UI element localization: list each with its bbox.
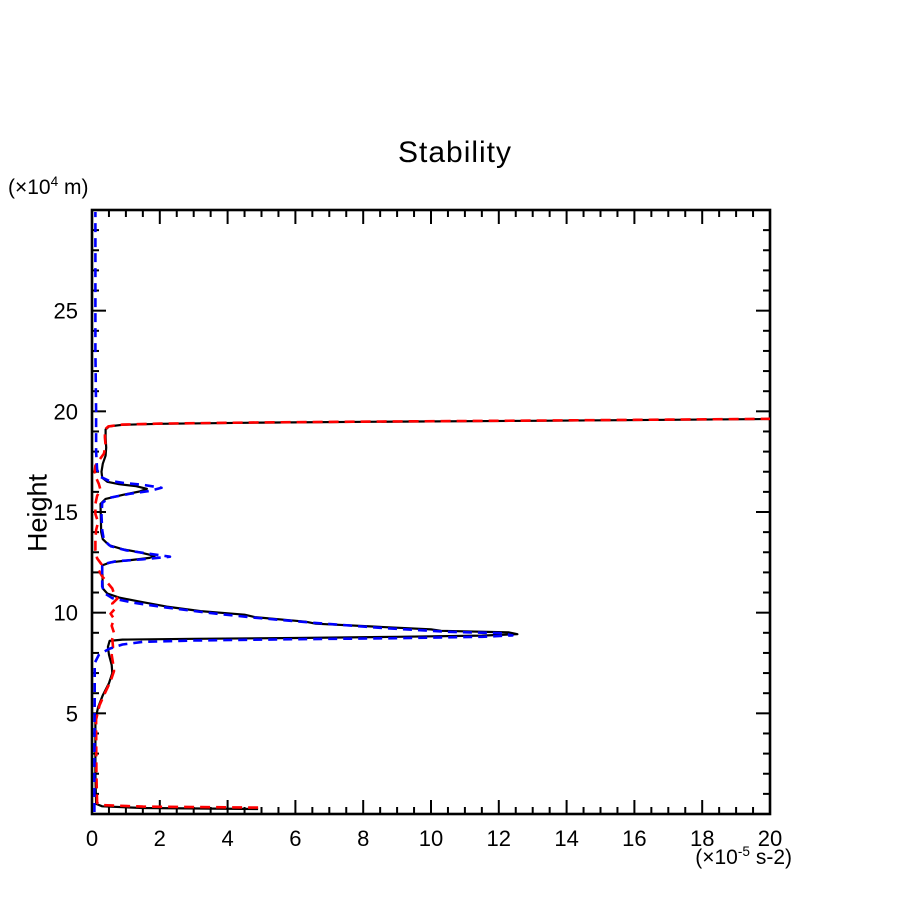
black-solid-profile-curve bbox=[94, 417, 771, 811]
x-tick-label: 10 bbox=[419, 826, 443, 851]
x-tick-label: 2 bbox=[154, 826, 166, 851]
x-tick-label: 20 bbox=[758, 826, 782, 851]
red-dashed-profile-curve bbox=[93, 417, 771, 809]
x-tick-label: 16 bbox=[622, 826, 646, 851]
plot-box bbox=[90, 208, 772, 816]
y-unit-exponent: 4 bbox=[50, 174, 59, 189]
blue-dashed-profile-curve bbox=[93, 212, 514, 812]
x-tick-label: 6 bbox=[289, 826, 301, 851]
y-axis-unit-label: (×104 m) bbox=[8, 174, 89, 200]
x-tick-label: 0 bbox=[86, 826, 98, 851]
x-axis-unit-label: (×10-5 s-2) bbox=[695, 844, 792, 870]
x-unit-exponent: -5 bbox=[737, 844, 750, 859]
axes-layer: 0 2 4 6 8 10 12 14 16 18 20 5 10 15 20 25 bbox=[54, 208, 782, 851]
y-tick-label: 5 bbox=[66, 701, 78, 726]
y-unit-prefix: (×10 bbox=[8, 176, 51, 199]
y-tick-label: 15 bbox=[54, 500, 78, 525]
x-unit-prefix: (×10 bbox=[695, 846, 738, 869]
y-unit-suffix: m) bbox=[58, 176, 89, 199]
x-tick-label: 18 bbox=[690, 826, 714, 851]
x-unit-suffix: s-2) bbox=[750, 846, 792, 869]
series-layer bbox=[93, 212, 771, 812]
chart-title: Stability bbox=[397, 136, 513, 169]
y-tick-label: 25 bbox=[54, 299, 78, 324]
x-tick-label: 14 bbox=[554, 826, 578, 851]
x-tick-label: 8 bbox=[357, 826, 369, 851]
x-tick-label: 12 bbox=[487, 826, 511, 851]
x-tick-label: 4 bbox=[221, 826, 233, 851]
y-tick-label: 20 bbox=[54, 399, 78, 424]
y-axis-name: Height bbox=[22, 473, 53, 553]
y-tick-label: 10 bbox=[54, 601, 78, 626]
